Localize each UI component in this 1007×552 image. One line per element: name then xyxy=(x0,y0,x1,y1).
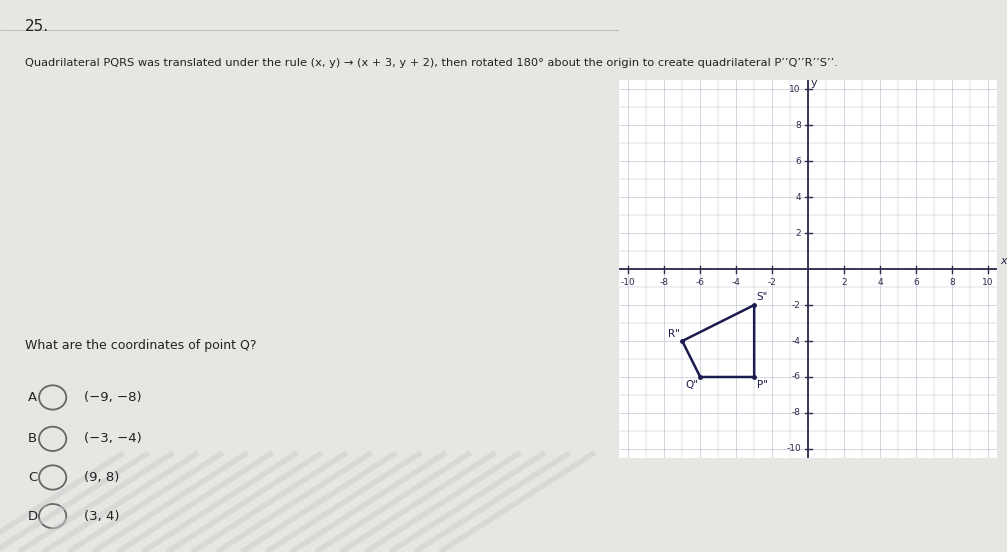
Text: Quadrilateral PQRS was translated under the rule (x, y) → (x + 3, y + 2), then r: Quadrilateral PQRS was translated under … xyxy=(25,58,838,68)
Text: 8: 8 xyxy=(950,278,955,287)
Text: -6: -6 xyxy=(792,373,801,381)
Text: 6: 6 xyxy=(796,157,801,166)
Text: 10: 10 xyxy=(789,85,801,94)
Text: (9, 8): (9, 8) xyxy=(84,471,119,484)
Text: 2: 2 xyxy=(841,278,847,287)
Text: B: B xyxy=(28,432,37,445)
Text: -8: -8 xyxy=(660,278,669,287)
Text: -4: -4 xyxy=(732,278,740,287)
Text: P": P" xyxy=(757,380,768,390)
Text: 10: 10 xyxy=(982,278,994,287)
Text: -10: -10 xyxy=(621,278,635,287)
Text: x: x xyxy=(1001,256,1007,267)
Text: y: y xyxy=(811,78,818,88)
Text: (−9, −8): (−9, −8) xyxy=(84,391,141,404)
Text: -8: -8 xyxy=(792,408,801,417)
Text: 8: 8 xyxy=(796,121,801,130)
Text: -2: -2 xyxy=(767,278,776,287)
Text: -6: -6 xyxy=(696,278,705,287)
Text: What are the coordinates of point Q?: What are the coordinates of point Q? xyxy=(25,339,256,353)
Text: Q": Q" xyxy=(686,380,699,390)
Text: 6: 6 xyxy=(913,278,918,287)
Text: 2: 2 xyxy=(796,229,801,237)
Text: A: A xyxy=(28,391,37,404)
Text: C: C xyxy=(28,471,37,484)
Text: -2: -2 xyxy=(793,301,801,310)
Text: (−3, −4): (−3, −4) xyxy=(84,432,141,445)
Text: R": R" xyxy=(668,329,680,339)
Text: -10: -10 xyxy=(786,444,801,453)
Text: 4: 4 xyxy=(796,193,801,201)
Text: (3, 4): (3, 4) xyxy=(84,509,119,523)
Text: 25.: 25. xyxy=(25,19,49,34)
Text: S": S" xyxy=(757,293,768,302)
Text: D: D xyxy=(28,509,38,523)
Text: 4: 4 xyxy=(877,278,883,287)
Text: -4: -4 xyxy=(793,337,801,346)
